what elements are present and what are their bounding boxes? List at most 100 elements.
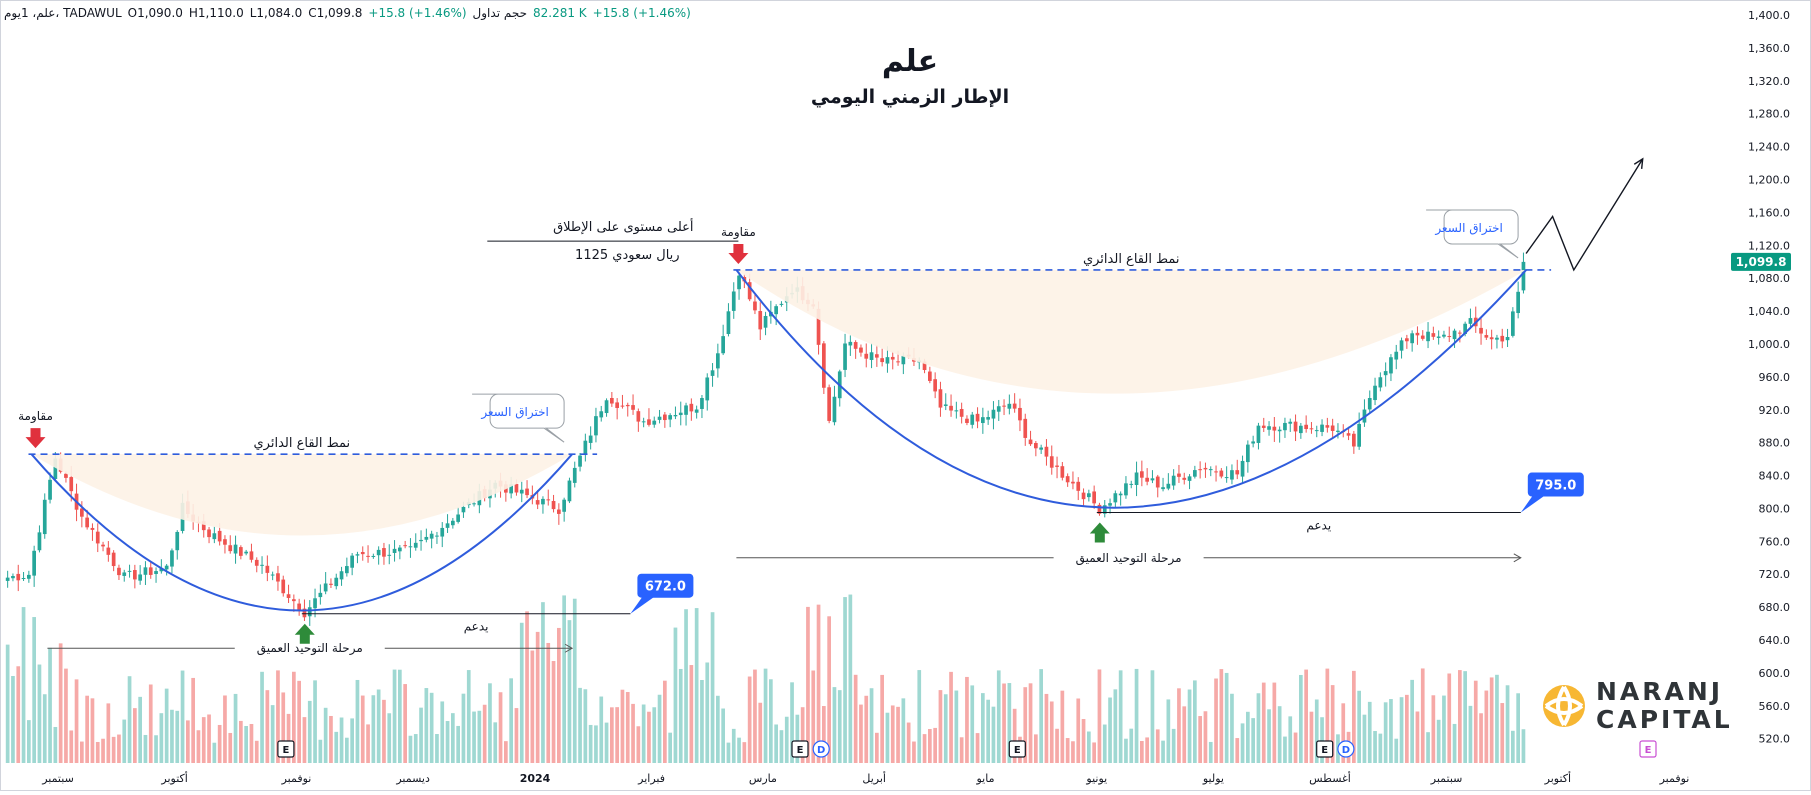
candle-body — [323, 583, 328, 592]
volume-bar — [747, 676, 752, 763]
volume-bar — [1511, 730, 1515, 763]
candle-body — [774, 306, 778, 315]
volume-bar — [355, 679, 360, 763]
candle-body — [731, 291, 736, 311]
volume-bars — [5, 594, 1526, 763]
volume-bar — [1373, 731, 1377, 763]
candle-body — [965, 418, 969, 423]
symbol-label[interactable]: علم، 1يوم، TADAWUL — [4, 6, 122, 20]
dividend-event-marker: D — [1337, 740, 1355, 758]
volume-bar — [281, 692, 286, 763]
candle-body — [461, 506, 466, 513]
volume-bar — [191, 677, 195, 763]
candle-body — [578, 455, 582, 467]
volume-bar — [1399, 697, 1404, 763]
price-axis-tick: 600.0 — [1759, 667, 1791, 680]
volume-bar — [1272, 682, 1277, 763]
volume-bar — [339, 717, 344, 763]
candle-body — [376, 549, 381, 556]
candle-body — [1028, 439, 1033, 445]
volume-bar — [27, 720, 31, 763]
time-axis-tick: يوليو — [1202, 772, 1224, 785]
volume-bar — [1071, 741, 1075, 763]
earnings-icon — [791, 740, 809, 758]
candle-body — [959, 408, 964, 417]
left-support-label: يدعم — [464, 620, 489, 634]
candle-body — [212, 533, 217, 540]
candle-body — [292, 599, 296, 602]
volume-bar — [466, 670, 471, 763]
volume-bar — [1182, 706, 1187, 763]
volume-bar — [800, 707, 805, 763]
candle-body — [843, 343, 847, 370]
time-axis-tick: 2024 — [520, 772, 551, 785]
left-support-value-badge: 672.0 — [630, 573, 694, 614]
candle-body — [440, 527, 445, 537]
candle-body — [1171, 475, 1176, 486]
right-support-badge-pointer — [1520, 495, 1545, 513]
volume-bar — [392, 669, 397, 763]
volume-bar — [1002, 683, 1006, 763]
candle-body — [1102, 505, 1107, 514]
time-axis-tick: نوفمبر — [281, 772, 312, 785]
volume-bar — [678, 668, 683, 763]
volume-bar — [74, 679, 79, 763]
candle-body — [1293, 421, 1298, 432]
volume-bar — [784, 716, 789, 763]
candle-body — [1076, 481, 1081, 491]
candle-body — [1299, 425, 1303, 434]
volume-bar — [80, 741, 84, 763]
volume-bar — [737, 737, 741, 763]
volume-bar — [588, 724, 593, 763]
candle-body — [122, 572, 127, 576]
candle-body — [1235, 470, 1240, 475]
candle-body — [1044, 446, 1049, 457]
candle-body — [716, 353, 720, 369]
volume-bar — [954, 690, 959, 763]
volume-bar — [186, 720, 190, 763]
candle-body — [1505, 336, 1510, 341]
volume-bar — [673, 627, 678, 763]
volume-bar — [37, 664, 42, 763]
candle-body — [684, 405, 688, 415]
volume-bar — [1516, 693, 1520, 763]
volume-bar — [694, 608, 699, 763]
candle-body — [1012, 403, 1017, 409]
volume-bar — [138, 696, 142, 763]
candle-body — [1458, 332, 1462, 334]
volume-bar — [758, 702, 763, 763]
volume-bar — [1034, 734, 1038, 763]
price-axis-tick: 1,080.0 — [1748, 272, 1790, 285]
chart-title: علم — [881, 44, 939, 79]
volume-bar — [1277, 706, 1282, 763]
volume-bar — [959, 737, 964, 763]
volume-bar — [663, 680, 667, 763]
volume-bar — [424, 688, 429, 763]
left-breakout-bubble — [472, 393, 565, 443]
left-resistance-label: مقاومة — [18, 409, 53, 424]
open-value: O1,090.0 — [127, 6, 183, 20]
candle-body — [933, 379, 937, 392]
candle-body — [1442, 334, 1446, 337]
volume-bar — [896, 706, 900, 763]
volume-bar — [1410, 679, 1414, 763]
volume-bar — [1468, 705, 1473, 763]
event-letter: E — [1014, 745, 1021, 756]
brand-name-line1: NARANJ — [1596, 677, 1724, 706]
candle-body — [535, 500, 540, 505]
time-axis-tick: أكتوبر — [160, 771, 187, 785]
volume-bar — [1044, 693, 1049, 763]
price-axis-tick: 880.0 — [1759, 437, 1791, 450]
candle-body — [387, 554, 392, 556]
volume-bar — [69, 730, 74, 763]
candle-body — [233, 544, 238, 554]
earnings-event-marker: E — [1008, 740, 1026, 758]
candle-body — [366, 555, 370, 557]
time-axis-tick: يونيو — [1085, 772, 1107, 785]
volume-bar — [95, 741, 100, 763]
volume-bar — [1320, 717, 1324, 763]
candle-body — [668, 415, 672, 420]
candle-body — [339, 571, 344, 580]
